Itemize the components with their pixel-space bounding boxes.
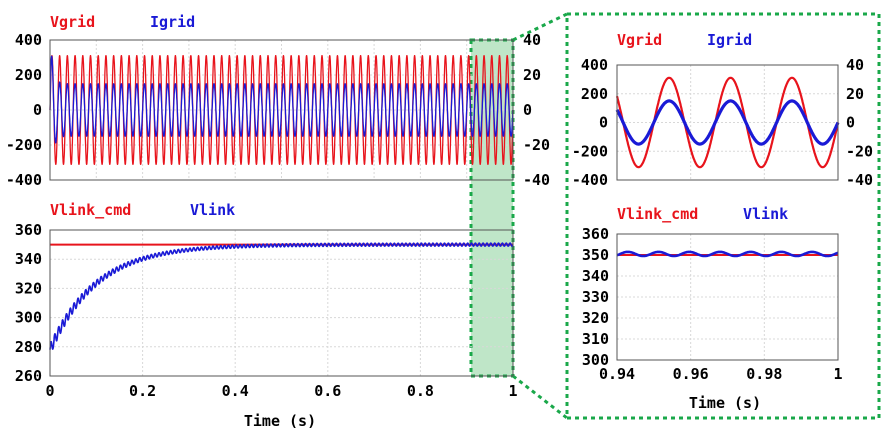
legend-vgrid-zoom: Vgrid [617,31,662,49]
y-tick-label-right: -40 [523,171,550,189]
legend-vlink-zoom: Vlink [743,205,788,223]
legend-vlink-main: Vlink [190,201,235,219]
x-tick-label: 0.8 [407,382,434,400]
y-tick-label-left: 400 [581,56,608,74]
y-tick-label-left: 0 [33,101,42,119]
y-tick-label: 300 [15,309,42,327]
x-axis-label-zoom: Time (s) [689,394,761,412]
y-tick-label-left: 200 [15,66,42,84]
y-tick-label: 340 [582,267,609,285]
y-tick-label-right: 40 [523,31,541,49]
x-tick-label: 0.96 [673,365,709,383]
legend-igrid-main: Igrid [150,13,195,31]
x-tick-label: 1 [508,382,517,400]
y-tick-label-right: 20 [846,85,864,103]
zoom-connector-bottom [512,374,568,420]
y-tick-label-left: -400 [572,171,608,189]
zoom-connector-top [512,12,568,42]
y-tick-label: 280 [15,338,42,356]
plot-frame-vlink-main [49,229,514,377]
x-tick-label: 0 [45,382,54,400]
y-tick-label: 350 [582,246,609,264]
y-tick-label-right: 20 [523,66,541,84]
series-vlink-line [49,242,514,350]
y-tick-label: 320 [582,309,609,327]
y-tick-label-left: -400 [6,171,42,189]
x-tick-label: 0.2 [129,382,156,400]
y-tick-label: 360 [582,225,609,243]
x-tick-label: 0.4 [222,382,249,400]
y-tick-label-right: 40 [846,56,864,74]
zoom-box [565,12,881,420]
y-tick-label-right: -20 [846,142,873,160]
y-tick-label-right: 0 [523,101,532,119]
series-igrid-line [49,55,514,144]
plot-frame-vlink-zoom [616,233,839,361]
y-tick-label-left: 400 [15,31,42,49]
y-tick-label-right: -20 [523,136,550,154]
y-tick-label-left: 0 [599,114,608,132]
x-tick-label: 0.98 [746,365,782,383]
y-tick-label: 320 [15,279,42,297]
x-axis-label-main: Time (s) [244,412,316,430]
x-tick-label: 0.6 [314,382,341,400]
legend-vlinkcmd-main: Vlink_cmd [50,201,131,219]
legend-igrid-zoom: Igrid [707,31,752,49]
x-tick-label: 1 [833,365,842,383]
x-tick-label: 0.94 [599,365,635,383]
plot-frame-grid-main [49,39,514,181]
y-tick-label: 360 [15,221,42,239]
y-tick-label-left: -200 [572,142,608,160]
legend-vlinkcmd-zoom: Vlink_cmd [617,205,698,223]
legend-vgrid-main: Vgrid [50,13,95,31]
y-tick-label-left: 200 [581,85,608,103]
y-tick-label: 260 [15,367,42,385]
series-igrid-line [615,99,840,146]
y-tick-label-right: -40 [846,171,873,189]
y-tick-label: 310 [582,330,609,348]
y-tick-label: 330 [582,288,609,306]
plot-frame-grid-zoom [616,64,839,181]
y-tick-label: 340 [15,250,42,268]
y-tick-label: 300 [582,351,609,369]
y-tick-label-left: -200 [6,136,42,154]
y-tick-label-right: 0 [846,114,855,132]
series-vlink-line [616,250,839,258]
